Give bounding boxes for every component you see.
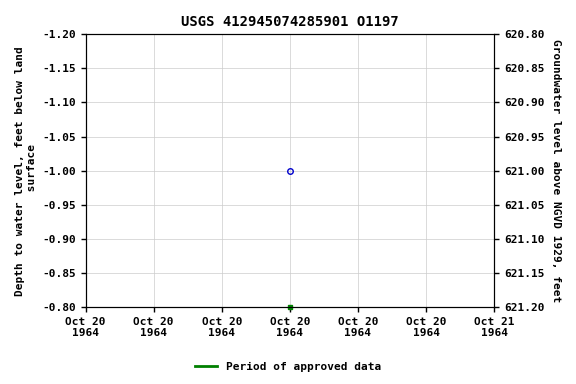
- Y-axis label: Depth to water level, feet below land
 surface: Depth to water level, feet below land su…: [15, 46, 37, 296]
- Title: USGS 412945074285901 O1197: USGS 412945074285901 O1197: [181, 15, 399, 29]
- Y-axis label: Groundwater level above NGVD 1929, feet: Groundwater level above NGVD 1929, feet: [551, 39, 561, 302]
- Legend: Period of approved data: Period of approved data: [191, 358, 385, 377]
